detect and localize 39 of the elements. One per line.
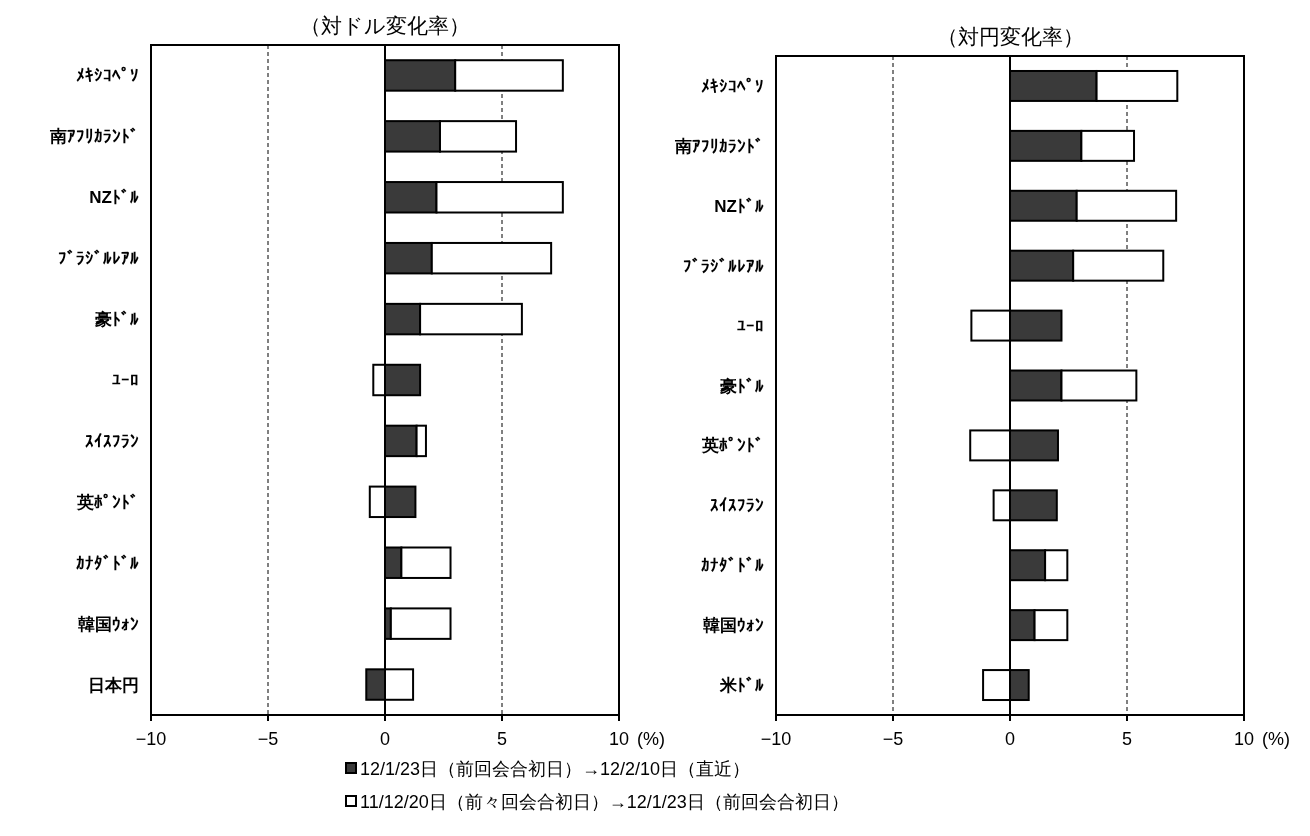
y-tick-label: ｽｲｽﾌﾗﾝ bbox=[710, 496, 764, 516]
x-tick-label: −5 bbox=[257, 729, 279, 749]
y-tick-label: 英ﾎﾟﾝﾄﾞ bbox=[76, 492, 139, 512]
y-tick-label: ｶﾅﾀﾞﾄﾞﾙ bbox=[76, 553, 139, 573]
y-tick-label: NZﾄﾞﾙ bbox=[89, 188, 139, 208]
x-tick-label: −5 bbox=[882, 729, 904, 749]
y-tick-label: 南ｱﾌﾘｶﾗﾝﾄﾞ bbox=[49, 127, 139, 147]
y-tick-label: ﾒｷｼｺﾍﾟｿ bbox=[76, 66, 139, 86]
x-axis-title: (%) bbox=[637, 729, 665, 749]
y-tick-label: 南ｱﾌﾘｶﾗﾝﾄﾞ bbox=[674, 136, 764, 156]
y-tick-label: 米ﾄﾞﾙ bbox=[719, 676, 764, 696]
y-tick-label: ﾒｷｼｺﾍﾟｿ bbox=[701, 76, 764, 96]
x-tick-label: 5 bbox=[1121, 729, 1133, 749]
y-tick-label: ﾌﾞﾗｼﾞﾙﾚｱﾙ bbox=[683, 256, 764, 276]
x-tick-label: −10 bbox=[760, 729, 792, 749]
y-tick-label: 韓国ｳｫﾝ bbox=[78, 614, 139, 634]
y-tick-label: 英ﾎﾟﾝﾄﾞ bbox=[701, 436, 764, 456]
y-tick-label: ﾌﾞﾗｼﾞﾙﾚｱﾙ bbox=[58, 249, 139, 269]
y-tick-label: ｶﾅﾀﾞﾄﾞﾙ bbox=[701, 556, 764, 576]
y-tick-label: 韓国ｳｫﾝ bbox=[703, 616, 764, 636]
bar bbox=[389, 607, 452, 640]
x-tick-label: 0 bbox=[379, 729, 391, 749]
y-tick-label: 豪ﾄﾞﾙ bbox=[719, 376, 764, 396]
y-tick-label: ﾕｰﾛ bbox=[737, 316, 764, 336]
x-tick-label: 10 bbox=[608, 729, 630, 749]
legend-label: 12/1/23日（前回会合初日）→12/2/10日（直近） bbox=[360, 759, 751, 779]
y-tick-label: ｽｲｽﾌﾗﾝ bbox=[85, 431, 139, 451]
legend-label: 11/12/20日（前々回会合初日）→12/1/23日（前回会合初日） bbox=[360, 792, 849, 812]
chart-title: （対円変化率） bbox=[936, 25, 1084, 48]
x-tick-label: −10 bbox=[135, 729, 167, 749]
x-tick-label: 10 bbox=[1233, 729, 1255, 749]
y-tick-label: ﾕｰﾛ bbox=[112, 371, 139, 390]
y-tick-label: 日本円 bbox=[88, 675, 139, 695]
x-tick-label: 5 bbox=[496, 729, 508, 749]
chart-title: （対ドル変化率） bbox=[300, 14, 470, 37]
y-tick-label: 豪ﾄﾞﾙ bbox=[94, 310, 139, 330]
x-tick-label: 0 bbox=[1004, 729, 1016, 749]
y-tick-label: NZﾄﾞﾙ bbox=[714, 196, 764, 216]
x-axis-title: (%) bbox=[1262, 729, 1290, 749]
